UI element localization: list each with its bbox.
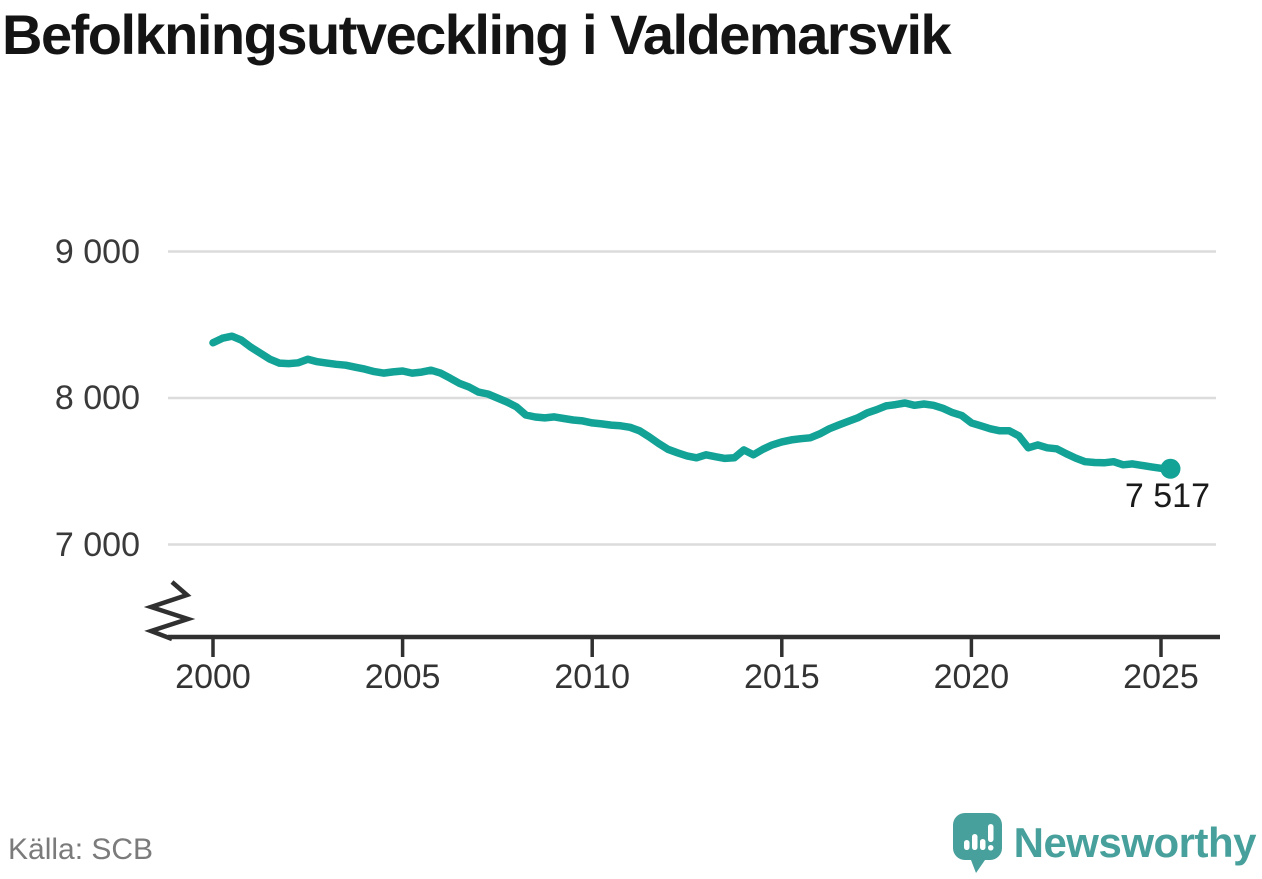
x-tick-label: 2015 [743, 658, 820, 696]
population-line-series [209, 332, 1175, 473]
y-tick-label: 7 000 [54, 525, 140, 564]
source-caption: Källa: SCB [8, 833, 154, 866]
y-tick-label: 8 000 [54, 379, 140, 417]
x-tick-label: 2020 [933, 658, 1010, 696]
x-tick-label: 2005 [364, 658, 441, 696]
newsworthy-speech-bubble-bar-chart-icon [952, 813, 1002, 873]
last-value-dot [1160, 458, 1181, 479]
last-value-label: 7 517 [1124, 477, 1210, 515]
bar-tall [971, 834, 978, 850]
chart-title: Befolkningsutveckling i Valdemarsvik [2, 3, 952, 66]
y-tick-label: 9 000 [54, 232, 140, 271]
x-tick-label: 2000 [175, 658, 251, 696]
exclamation-dot [987, 845, 994, 851]
newsworthy-wordmark: Newsworthy [1013, 819, 1257, 866]
exclamation-bar [987, 824, 994, 842]
bar-medium [979, 839, 986, 850]
y-axis-break-zigzag [143, 580, 196, 642]
x-tick-label: 2025 [1123, 658, 1199, 696]
bar-short [963, 840, 970, 850]
x-tick-label: 2010 [554, 658, 630, 696]
newsworthy-branding: Newsworthy [952, 813, 1257, 873]
